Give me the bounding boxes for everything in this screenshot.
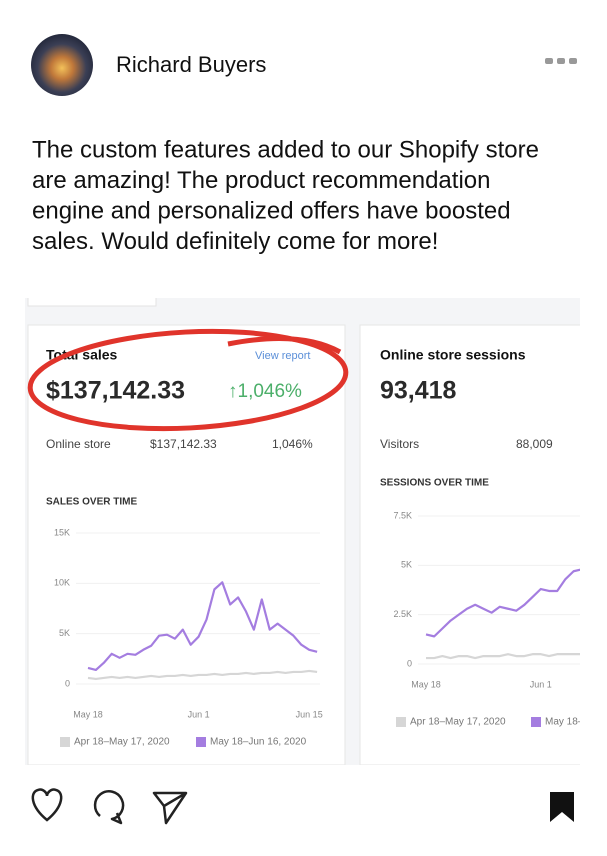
author-name[interactable]: Richard Buyers: [116, 52, 266, 77]
card-title: Online store sessions: [380, 347, 526, 363]
x-tick-label: Jun 1: [530, 679, 552, 689]
highlight-stroke: [227, 336, 342, 355]
post-text-line: engine and personalized offers have boos…: [32, 197, 511, 224]
like-icon[interactable]: [31, 788, 63, 822]
legend-label: Apr 18–May 17, 2020: [74, 737, 170, 748]
breakdown-change: 1,046%: [272, 437, 313, 451]
legend-swatch: [196, 737, 206, 747]
share-icon[interactable]: [152, 791, 188, 825]
y-tick-label: 0: [407, 658, 412, 668]
legend-swatch: [531, 717, 541, 727]
x-tick-label: May 18: [411, 679, 441, 689]
legend-label: Apr 18–May 17, 2020: [410, 717, 506, 728]
metric-value: $137,142.33: [46, 377, 185, 405]
x-tick-label: May 18: [73, 709, 103, 719]
avatar[interactable]: [31, 34, 93, 96]
x-tick-label: Jun 15: [296, 709, 323, 719]
highlight-circle: [27, 328, 349, 432]
card-fragment: [27, 298, 157, 307]
x-tick-label: Jun 1: [188, 709, 210, 719]
post-text: The custom features added to our Shopify…: [32, 136, 539, 255]
legend-swatch: [396, 717, 406, 727]
legend-label: May 18–Jun 16, 2020: [545, 717, 607, 728]
y-tick-label: 5K: [401, 560, 412, 570]
breakdown-value: $137,142.33: [150, 437, 217, 451]
y-tick-label: 7.5K: [393, 510, 412, 520]
card: [27, 324, 346, 765]
post-text-line: are amazing! The product recommendation: [32, 167, 490, 194]
series-line: [87, 581, 318, 672]
cards: Total sales View report$137,142.33 ↑1,046%…: [46, 347, 607, 748]
screenshot: Total sales View report$137,142.33 ↑1,046%…: [25, 298, 607, 765]
metric-value: 93,418: [380, 377, 457, 405]
y-tick-label: 15K: [54, 527, 70, 537]
report-link[interactable]: View report: [255, 350, 310, 362]
chart-title: SALES OVER TIME: [46, 497, 137, 508]
breakdown-label: Online store: [46, 437, 111, 451]
card: [359, 324, 580, 765]
series-line: [425, 568, 580, 638]
y-tick-label: 5K: [59, 628, 70, 638]
save-icon[interactable]: [550, 792, 574, 822]
more-menu[interactable]: [545, 58, 577, 64]
chart-title: SESSIONS OVER TIME: [380, 478, 489, 489]
series-line: [426, 653, 580, 660]
post-text-line: The custom features added to our Shopify…: [32, 136, 539, 163]
series-line: [87, 669, 318, 681]
y-tick-label: 0: [65, 678, 70, 688]
metric-change: ↑1,046%: [228, 381, 302, 402]
y-tick-label: 2.5K: [393, 609, 412, 619]
y-tick-label: 10K: [54, 578, 70, 588]
comment-icon[interactable]: [93, 790, 125, 825]
breakdown-value: 88,009: [516, 437, 553, 451]
post-text-line: sales. Would definitely come for more!: [32, 228, 438, 255]
legend-label: May 18–Jun 16, 2020: [210, 737, 307, 748]
breakdown-label: Visitors: [380, 437, 419, 451]
legend-swatch: [60, 737, 70, 747]
